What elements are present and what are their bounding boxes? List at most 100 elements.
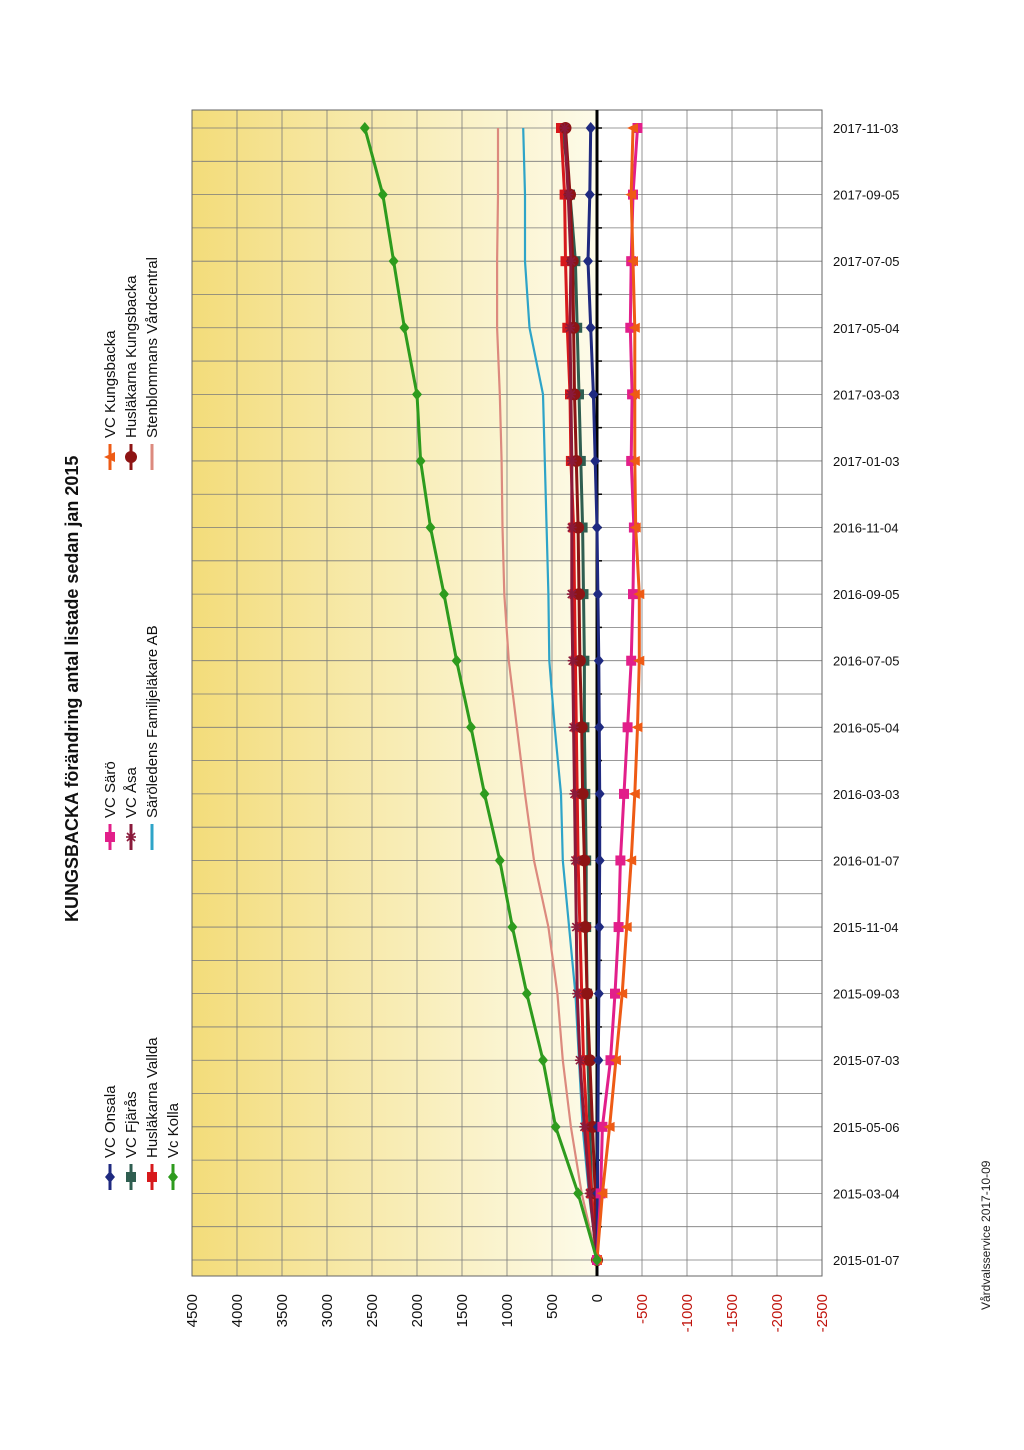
data-point — [581, 987, 594, 1000]
data-point — [550, 1120, 561, 1133]
legend-label: VC Kungsbacka — [102, 330, 119, 438]
date-tick-label: 2017-03-03 — [833, 387, 900, 402]
data-point — [631, 722, 643, 733]
data-point — [594, 921, 605, 934]
chart-title: KUNGSBACKA förändring antal listade seda… — [62, 456, 82, 922]
legend-swatch-marker — [104, 452, 115, 462]
legend-label: VC Åsa — [123, 766, 140, 818]
data-point — [507, 921, 518, 934]
legend-swatch-marker — [147, 1172, 157, 1182]
series-vc-kungsbacka — [591, 123, 645, 1265]
value-tick-label: -2000 — [769, 1294, 786, 1332]
data-point — [593, 654, 604, 667]
legend-swatch-marker — [105, 1171, 115, 1183]
data-point — [588, 388, 599, 401]
plot-border — [191, 109, 823, 1277]
legend-item: Vc Kolla — [165, 1102, 182, 1190]
data-point — [627, 123, 638, 133]
value-tick-label: -2500 — [814, 1294, 831, 1332]
legend-swatch-marker — [168, 1171, 178, 1183]
data-point — [610, 988, 620, 999]
series-line — [595, 127, 639, 1261]
value-tick-label: 3000 — [319, 1294, 336, 1327]
legend-label: Stenblommans Vårdcentral — [144, 257, 161, 438]
data-point — [592, 1254, 602, 1266]
date-tick-label: 2015-05-06 — [833, 1120, 900, 1135]
value-tick-label: 3500 — [274, 1294, 291, 1327]
data-point — [559, 123, 570, 133]
data-point — [585, 321, 596, 334]
data-point — [565, 256, 576, 267]
date-tick-label: 2015-09-03 — [833, 987, 900, 1002]
date-tick-label: 2017-05-04 — [833, 321, 900, 336]
legend-label: Husläkarna Vallda — [144, 1037, 161, 1158]
data-point — [629, 522, 641, 533]
data-point — [415, 454, 426, 467]
data-point — [628, 389, 640, 400]
data-point — [633, 655, 645, 666]
data-point — [538, 1054, 548, 1067]
legend-swatch-marker — [126, 1172, 136, 1182]
data-point — [388, 255, 399, 268]
data-point — [359, 122, 370, 134]
date-tick-label: 2015-11-04 — [833, 920, 899, 935]
data-point — [573, 588, 585, 601]
series-line — [563, 127, 599, 1261]
data-point — [575, 721, 588, 734]
series-line — [496, 128, 599, 1261]
data-point — [620, 922, 632, 933]
data-point — [592, 588, 603, 601]
date-tick-label: 2015-01-07 — [833, 1253, 900, 1268]
legend-swatch-marker — [126, 832, 136, 842]
legend-label: VC Särö — [102, 761, 119, 818]
legend-label: Vc Kolla — [165, 1102, 182, 1158]
date-tick-labels: 2015-01-07 2015-03-04 2015-05-06 2015-07-03… — [833, 121, 900, 1268]
data-point — [633, 589, 645, 600]
date-tick-label: 2015-03-04 — [833, 1186, 900, 1201]
data-point — [583, 255, 593, 268]
value-tick-label: 500 — [544, 1294, 561, 1319]
data-point — [585, 122, 596, 134]
data-point — [593, 1054, 604, 1067]
value-tick-label: -1000 — [679, 1294, 696, 1332]
footer-credit: Vårdvalsservice 2017-10-09 — [979, 1160, 993, 1310]
date-tick-label: 2017-01-03 — [833, 454, 900, 469]
legend-label: Husläkarna Kungsbacka — [123, 275, 140, 438]
value-tick-label: 2000 — [409, 1294, 426, 1327]
data-point — [609, 1055, 621, 1066]
data-point — [625, 855, 637, 866]
series-line — [363, 127, 599, 1261]
data-point — [566, 522, 577, 533]
date-tick-label: 2016-11-04 — [833, 521, 899, 536]
data-point — [412, 388, 422, 401]
series-line — [559, 127, 599, 1261]
series-stenblommans-v-rdcentral — [496, 128, 599, 1261]
value-tick-label: 4500 — [184, 1294, 201, 1327]
data-point — [573, 654, 586, 667]
value-tick-label: 1500 — [454, 1294, 471, 1327]
data-point — [568, 722, 579, 733]
legend-swatch-marker — [125, 451, 137, 463]
data-point — [622, 722, 633, 733]
legend-swatch-marker — [105, 832, 115, 842]
value-tick-label: 1000 — [499, 1294, 516, 1327]
data-point — [628, 589, 638, 600]
legend-item: VC Särö — [102, 761, 119, 850]
data-point — [593, 987, 604, 1000]
data-point — [566, 455, 577, 466]
data-point — [566, 589, 577, 600]
data-point — [466, 721, 476, 734]
value-tick-label: -1500 — [724, 1294, 741, 1332]
legend-item: VC Onsala — [102, 1085, 119, 1190]
legend-item: Husläkarna Vallda — [144, 1037, 161, 1190]
series-layer — [359, 122, 645, 1266]
date-tick-label: 2016-09-05 — [833, 587, 900, 602]
data-point — [615, 855, 626, 866]
data-point — [565, 322, 575, 333]
legend-item: VC Fjärås — [123, 1091, 140, 1190]
date-tick-label: 2016-07-05 — [833, 654, 900, 669]
data-point — [579, 921, 592, 934]
date-tick-label: 2016-01-07 — [833, 853, 900, 868]
legend-item: VC Åsa — [123, 766, 140, 850]
